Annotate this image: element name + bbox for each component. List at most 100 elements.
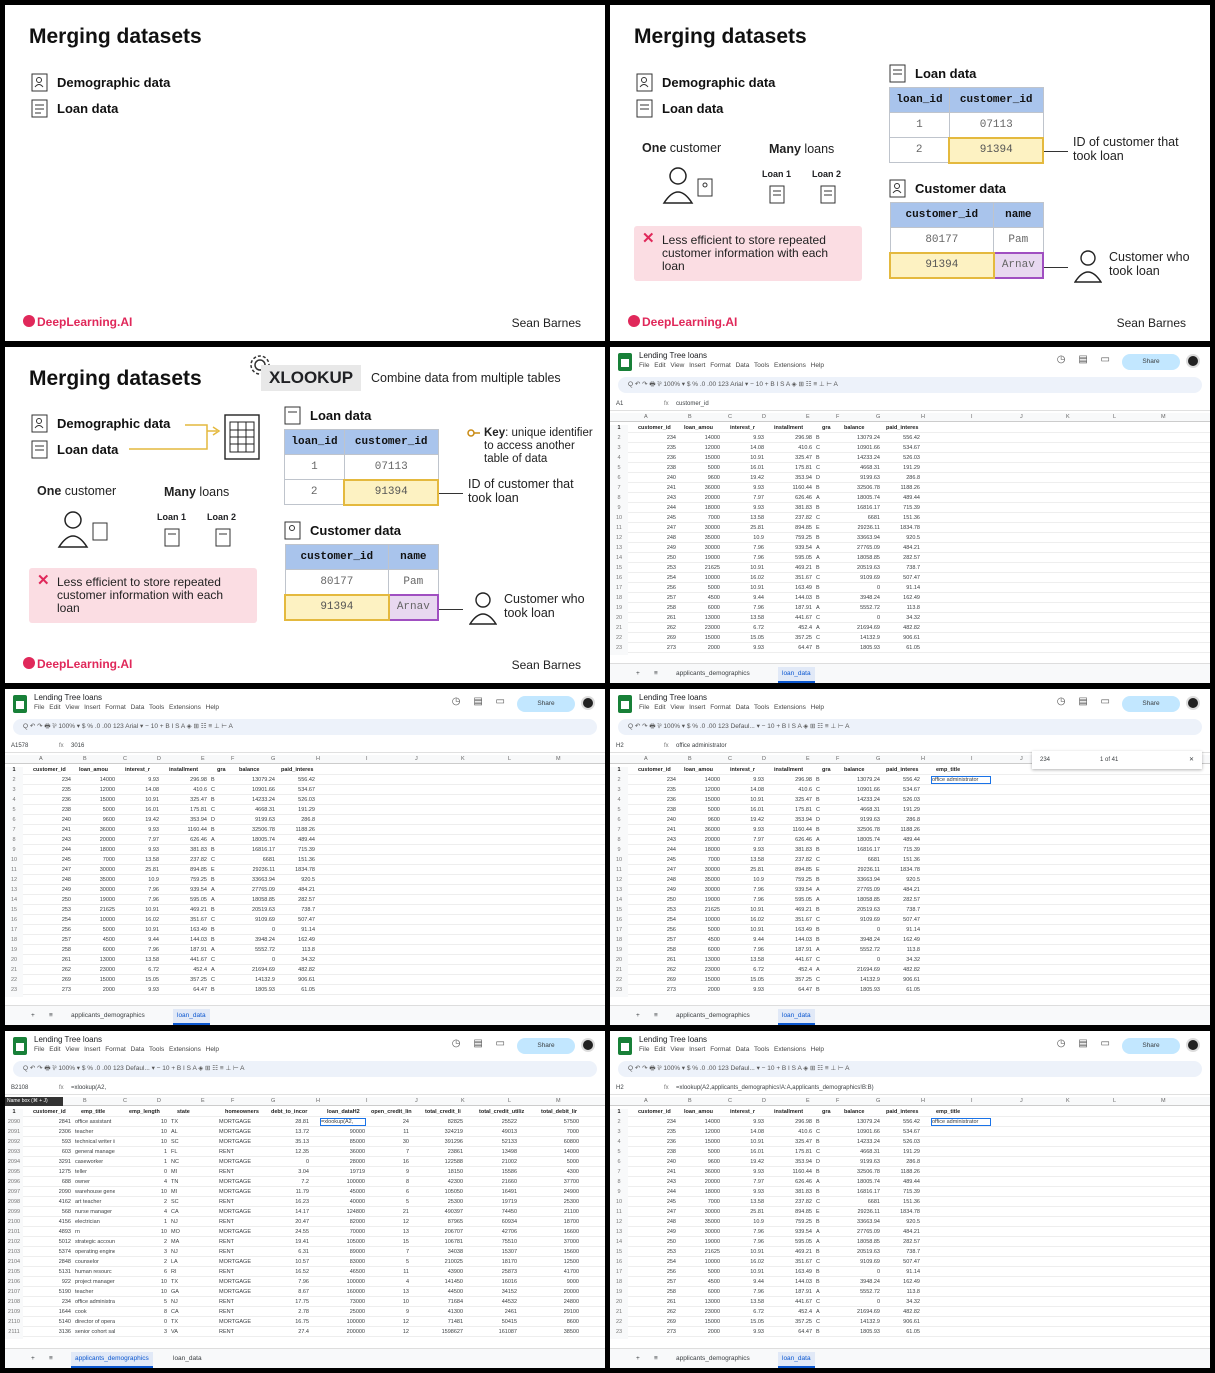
cell[interactable]: A: [816, 897, 820, 903]
cell[interactable]: 20000: [563, 1289, 579, 1295]
cell[interactable]: 14.08: [750, 445, 764, 451]
cell[interactable]: 261: [666, 957, 676, 963]
cell[interactable]: 64.47: [798, 987, 812, 993]
cell[interactable]: 243: [666, 1179, 676, 1185]
cell[interactable]: 5000: [707, 807, 720, 813]
cell[interactable]: 1160.44: [792, 1169, 812, 1175]
cell[interactable]: 7.2: [301, 1179, 309, 1185]
find-input[interactable]: 234: [1040, 757, 1051, 763]
cell[interactable]: 253: [666, 907, 676, 913]
menu-item-help[interactable]: Help: [810, 1046, 825, 1053]
cell[interactable]: 410.6: [798, 445, 812, 451]
cell[interactable]: 75510: [501, 1239, 517, 1245]
cell[interactable]: 324219: [444, 1129, 463, 1135]
cell[interactable]: 249: [666, 1229, 676, 1235]
cell[interactable]: 19.42: [145, 817, 159, 823]
cell[interactable]: 4893: [58, 1229, 71, 1235]
cell[interactable]: 626.46: [190, 837, 207, 843]
cell[interactable]: RENT: [219, 1249, 234, 1255]
menu-item-view[interactable]: View: [65, 1046, 80, 1053]
cell[interactable]: B: [816, 777, 820, 783]
column-header-f[interactable]: F: [231, 1098, 235, 1104]
cell[interactable]: 5: [405, 1259, 409, 1265]
cell[interactable]: 14233.24: [857, 1139, 880, 1145]
cell[interactable]: 248: [666, 535, 676, 541]
cell[interactable]: 18000: [704, 1189, 720, 1195]
cell[interactable]: 5000: [102, 927, 115, 933]
cell[interactable]: 243: [666, 495, 676, 501]
cell[interactable]: 325.47: [795, 455, 812, 461]
cell[interactable]: 556.42: [903, 1119, 920, 1125]
cell[interactable]: 10000: [704, 917, 720, 923]
cell[interactable]: 91.14: [301, 927, 315, 933]
cell[interactable]: 14132.9: [255, 977, 275, 983]
cell[interactable]: 1834.78: [295, 867, 315, 873]
cell[interactable]: 14000: [704, 435, 720, 441]
cell[interactable]: 30000: [704, 887, 720, 893]
cell[interactable]: SC: [171, 1139, 179, 1145]
cell[interactable]: MORTGAGE: [219, 1179, 251, 1185]
cell[interactable]: NC: [171, 1159, 179, 1165]
column-header-j[interactable]: J: [415, 756, 418, 762]
cell[interactable]: operating engine: [75, 1249, 115, 1255]
menu-item-data[interactable]: Data: [735, 704, 750, 711]
column-header-m[interactable]: M: [1161, 414, 1166, 420]
cell[interactable]: 5140: [58, 1319, 71, 1325]
cell[interactable]: 36000: [704, 485, 720, 491]
cell[interactable]: 35000: [704, 1219, 720, 1225]
cell[interactable]: 5552.72: [860, 1289, 880, 1295]
cell[interactable]: 191.29: [903, 465, 920, 471]
cell[interactable]: 7.96: [753, 605, 764, 611]
cell[interactable]: 9600: [707, 1159, 720, 1165]
cell[interactable]: 1: [163, 1149, 167, 1155]
cell[interactable]: 715.39: [298, 847, 315, 853]
cell[interactable]: 243: [61, 837, 71, 843]
cell[interactable]: 257: [666, 937, 676, 943]
cell[interactable]: 920.5: [906, 877, 920, 883]
cell[interactable]: 11: [403, 1129, 409, 1135]
menu-item-tools[interactable]: Tools: [754, 1046, 770, 1053]
cell[interactable]: 15.05: [750, 635, 764, 641]
cell[interactable]: 247: [666, 867, 676, 873]
cell[interactable]: 16.01: [145, 807, 159, 813]
cell[interactable]: 2.78: [298, 1309, 309, 1315]
comment-icon[interactable]: ▤: [473, 1038, 483, 1049]
cell[interactable]: 325.47: [795, 1139, 812, 1145]
cell[interactable]: 20000: [704, 1179, 720, 1185]
cell[interactable]: 16016: [501, 1279, 517, 1285]
cell[interactable]: 21625: [704, 565, 720, 571]
cell[interactable]: 920.5: [301, 877, 315, 883]
column-header-d[interactable]: D: [157, 1098, 161, 1104]
cell[interactable]: 17.75: [295, 1299, 309, 1305]
cell[interactable]: B: [211, 797, 215, 803]
menu-item-tools[interactable]: Tools: [754, 704, 770, 711]
cell[interactable]: C: [816, 1199, 820, 1205]
cell[interactable]: 187.91: [795, 605, 812, 611]
cell[interactable]: 21002: [501, 1159, 517, 1165]
cell[interactable]: MO: [171, 1229, 180, 1235]
cell[interactable]: 19.42: [750, 817, 764, 823]
menu-item-tools[interactable]: Tools: [149, 1046, 165, 1053]
cell[interactable]: 10: [160, 1139, 167, 1145]
cell[interactable]: 526.03: [903, 797, 920, 803]
cell[interactable]: B: [211, 937, 215, 943]
cell[interactable]: 161087: [498, 1329, 517, 1335]
cell[interactable]: 12.35: [295, 1149, 309, 1155]
cell[interactable]: 10.91: [750, 797, 764, 803]
cell[interactable]: 57500: [563, 1119, 579, 1125]
cell[interactable]: 10901.66: [857, 1129, 880, 1135]
cell[interactable]: 593: [61, 1139, 71, 1145]
cell[interactable]: 19000: [704, 897, 720, 903]
cell[interactable]: 14.08: [145, 787, 159, 793]
cell[interactable]: 144.03: [795, 937, 812, 943]
cell[interactable]: 36000: [704, 827, 720, 833]
cell[interactable]: 6681: [867, 515, 880, 521]
cell[interactable]: 90000: [349, 1129, 365, 1135]
cell[interactable]: 9: [405, 1309, 409, 1315]
cell[interactable]: 10.91: [750, 585, 764, 591]
cell[interactable]: 273: [61, 987, 71, 993]
column-header-j[interactable]: J: [1020, 756, 1023, 762]
cell[interactable]: 18005.74: [857, 1179, 880, 1185]
cell[interactable]: 10.91: [750, 1249, 764, 1255]
cell[interactable]: 9.44: [148, 937, 159, 943]
